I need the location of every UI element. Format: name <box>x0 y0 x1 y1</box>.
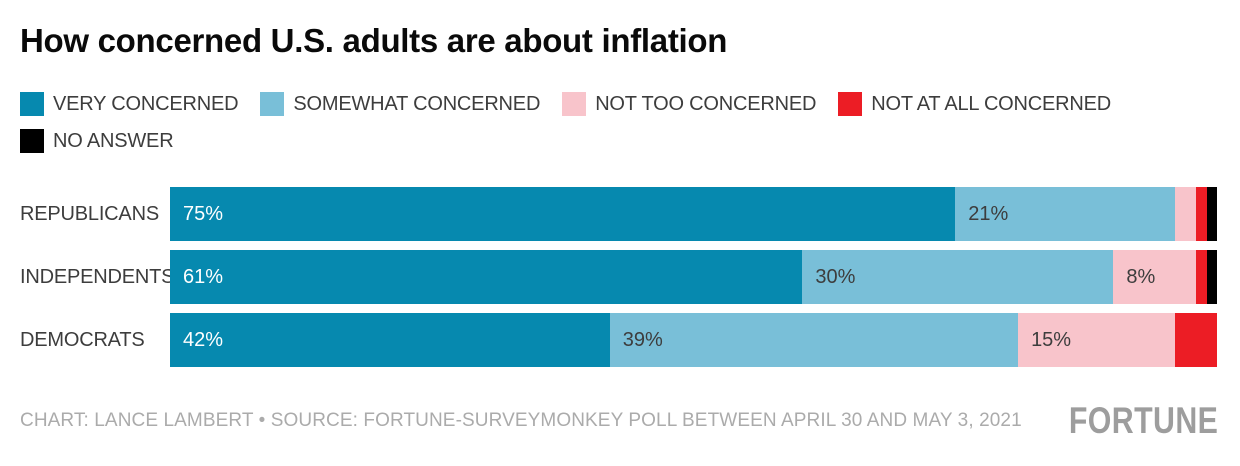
bar-track: 61% 30% 8% <box>170 250 1217 304</box>
bar-segment <box>1175 313 1217 367</box>
bar-segment <box>1196 187 1207 241</box>
bar-track: 75% 21% <box>170 187 1217 241</box>
legend-item: NO ANSWER <box>20 129 174 153</box>
bar-value-label: 61% <box>183 265 224 288</box>
bar-chart: REPUBLICANS 75% 21% INDEPENDENTS 61% 30% 8% DEM… <box>0 187 1240 376</box>
bar-value-label: 39% <box>622 328 663 351</box>
bar-segment: 39% <box>609 313 1019 367</box>
bar-value-label: 21% <box>968 202 1009 225</box>
bar-value-label: 30% <box>815 265 856 288</box>
category-label: DEMOCRATS <box>20 328 145 351</box>
bar-segment: 42% <box>170 313 610 367</box>
bar-row: DEMOCRATS 42% 39% 15% <box>0 313 1240 367</box>
legend-item: VERY CONCERNED <box>20 92 239 116</box>
bar-row: INDEPENDENTS 61% 30% 8% <box>0 250 1240 304</box>
bar-segment <box>1175 187 1197 241</box>
bar-segment <box>1196 250 1207 304</box>
legend-swatch-icon <box>20 92 44 116</box>
bar-row: REPUBLICANS 75% 21% <box>0 187 1240 241</box>
legend-item: NOT TOO CONCERNED <box>562 92 816 116</box>
legend-label: NOT AT ALL CONCERNED <box>871 92 1112 115</box>
legend-row: VERY CONCERNED SOMEWHAT CONCERNED NOT TOO … <box>20 92 1220 116</box>
bar-segment: 8% <box>1113 250 1197 304</box>
legend-label: VERY CONCERNED <box>53 92 239 115</box>
chart-credit: CHART: LANCE LAMBERT • SOURCE: FORTUNE-S… <box>20 410 1022 431</box>
legend-item: NOT AT ALL CONCERNED <box>838 92 1111 116</box>
fortune-logo: FORTUNE <box>1068 400 1218 441</box>
bar-value-label: 42% <box>183 328 224 351</box>
bar-track: 42% 39% 15% <box>170 313 1217 367</box>
legend-label: NO ANSWER <box>53 129 174 152</box>
bar-value-label: 8% <box>1126 265 1156 288</box>
bar-segment: 61% <box>170 250 803 304</box>
bar-segment: 30% <box>802 250 1114 304</box>
bar-segment: 15% <box>1018 313 1176 367</box>
legend-row: NO ANSWER <box>20 129 1220 153</box>
legend: VERY CONCERNED SOMEWHAT CONCERNED NOT TOO … <box>20 92 1220 166</box>
legend-swatch-icon <box>838 92 863 116</box>
bar-segment <box>1206 250 1217 304</box>
legend-item: SOMEWHAT CONCERNED <box>260 92 540 116</box>
legend-label: NOT TOO CONCERNED <box>595 92 817 115</box>
legend-swatch-icon <box>260 92 285 116</box>
footer: CHART: LANCE LAMBERT • SOURCE: FORTUNE-S… <box>20 400 1218 442</box>
bar-value-label: 75% <box>183 202 224 225</box>
legend-label: SOMEWHAT CONCERNED <box>293 92 541 115</box>
bar-value-label: 15% <box>1031 328 1072 351</box>
category-label: INDEPENDENTS <box>20 265 175 288</box>
legend-swatch-icon <box>20 129 44 153</box>
bar-segment <box>1206 187 1217 241</box>
chart-title: How concerned U.S. adults are about infl… <box>20 22 728 59</box>
category-label: REPUBLICANS <box>20 202 159 225</box>
legend-swatch-icon <box>562 92 587 116</box>
bar-segment: 21% <box>955 187 1176 241</box>
bar-segment: 75% <box>170 187 956 241</box>
